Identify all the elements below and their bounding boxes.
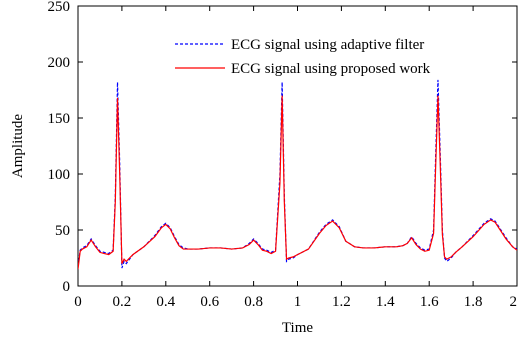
y-tick-label: 200	[48, 55, 71, 71]
legend: ECG signal using adaptive filter ECG sign…	[175, 37, 431, 77]
x-tick-label: 1	[294, 294, 302, 310]
y-tick-label: 250	[48, 0, 71, 15]
x-tick-label: 1.4	[376, 294, 395, 310]
x-tick-label: 1.8	[464, 294, 483, 310]
legend-label: ECG signal using adaptive filter	[231, 37, 424, 53]
y-axis-ticks: 0 50 100 150 200 250	[48, 0, 517, 295]
y-tick-label: 100	[48, 167, 71, 183]
x-tick-label: 0.4	[156, 294, 175, 310]
legend-label: ECG signal using proposed work	[231, 61, 431, 77]
y-axis-label: Amplitude	[10, 114, 26, 179]
y-tick-label: 0	[63, 279, 71, 295]
series-lines	[78, 79, 517, 270]
x-tick-label: 1.2	[332, 294, 351, 310]
series-line-proposed-work	[78, 95, 517, 270]
x-axis-label: Time	[282, 320, 313, 336]
x-tick-label: 0	[74, 294, 82, 310]
y-tick-label: 150	[48, 111, 71, 127]
y-tick-label: 50	[55, 223, 70, 239]
x-axis-ticks: 0 0.2 0.4 0.6 0.8 1 1.2 1.4 1.6 1.8 2	[74, 6, 518, 310]
x-tick-label: 0.8	[244, 294, 263, 310]
x-tick-label: 1.6	[420, 294, 439, 310]
x-tick-label: 0.2	[113, 294, 132, 310]
series-line-adaptive-filter	[78, 79, 517, 269]
x-tick-label: 0.6	[200, 294, 219, 310]
x-tick-label: 2	[510, 294, 518, 310]
